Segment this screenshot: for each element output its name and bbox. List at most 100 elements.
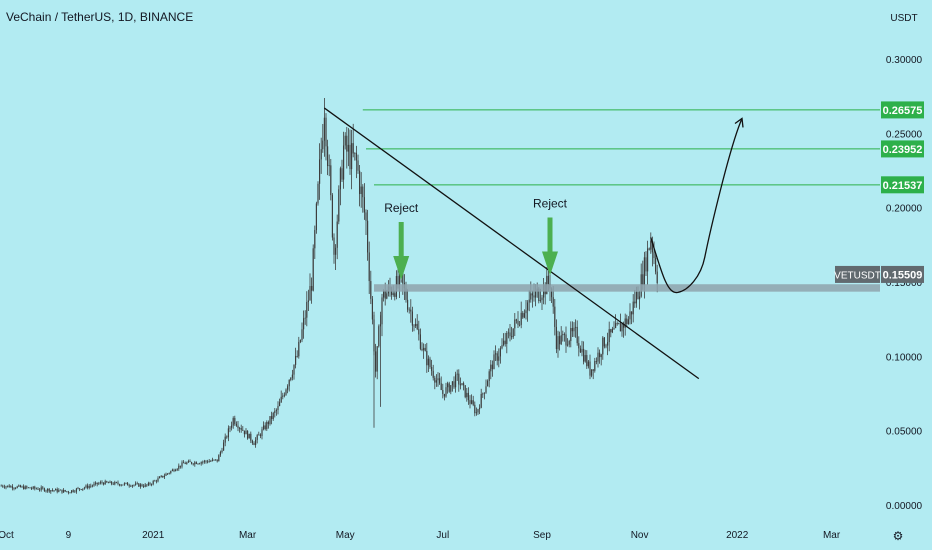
candle-body: [306, 301, 308, 318]
candle: [136, 481, 138, 485]
candle-body: [512, 328, 514, 338]
candle: [247, 430, 249, 440]
candle-body: [208, 461, 210, 463]
candle: [45, 489, 47, 493]
candle-body: [650, 240, 652, 250]
candle: [263, 421, 265, 431]
candle-body: [186, 462, 188, 464]
candle-body: [602, 337, 604, 355]
candle: [607, 332, 609, 356]
candle-body: [147, 483, 149, 486]
candle-body: [95, 482, 97, 484]
candle-body: [378, 326, 380, 347]
candle: [250, 431, 252, 444]
candle-body: [338, 189, 340, 222]
candle: [242, 426, 244, 431]
trendline-layer[interactable]: [324, 107, 700, 380]
candle-body: [194, 462, 196, 465]
candle-body: [402, 273, 404, 284]
candle-body: [533, 295, 535, 298]
candle: [453, 376, 455, 389]
candle: [616, 321, 618, 326]
candle: [423, 343, 425, 359]
resistance-price-badge[interactable]: 0.23952: [881, 140, 924, 158]
candle: [650, 232, 652, 254]
candle-body: [293, 364, 295, 375]
candle: [434, 375, 436, 390]
downtrend-line[interactable]: [324, 107, 700, 380]
time-axis[interactable]: Oct 9 2021 Mar May Jul Sep Nov 2022 Mar ⚙: [0, 529, 903, 543]
candle: [456, 369, 458, 381]
candle-body: [285, 389, 287, 395]
candle-body: [632, 301, 634, 315]
support-zone[interactable]: [374, 284, 880, 292]
resistance-price-badge[interactable]: 0.26575: [881, 101, 924, 119]
candle-body: [219, 452, 221, 456]
candle-body: [477, 409, 479, 413]
candle-body: [616, 323, 618, 325]
candle-body: [221, 450, 223, 453]
candle-body: [275, 410, 277, 412]
candle-body: [35, 488, 37, 490]
candle-body: [346, 135, 348, 152]
candle-body: [578, 343, 580, 349]
candle-body: [581, 348, 583, 353]
candle: [203, 459, 205, 464]
candle: [576, 320, 578, 346]
candle: [167, 473, 169, 475]
candle: [253, 441, 255, 446]
price-axis[interactable]: USDT 0.30000 0.25000 0.20000 0.15000 0.10000 0…: [886, 13, 923, 512]
candle: [485, 379, 487, 394]
gear-icon[interactable]: ⚙: [893, 529, 904, 543]
candle-body: [589, 361, 591, 376]
candle: [595, 357, 597, 365]
candle-body: [291, 374, 293, 378]
candle-body: [251, 440, 253, 444]
candle-body: [43, 488, 45, 492]
candle: [371, 295, 373, 325]
candle: [55, 488, 57, 491]
candle-body: [5, 486, 7, 488]
resistance-price-badge[interactable]: 0.21537: [881, 176, 924, 194]
candle-body: [141, 484, 143, 487]
candle: [48, 488, 50, 493]
current-price-badge[interactable]: VETUSDT 0.15509: [834, 265, 924, 283]
candle: [272, 411, 274, 421]
candle-body: [159, 476, 161, 479]
candle: [115, 481, 117, 484]
candle: [587, 359, 589, 369]
support-zone-layer: [374, 284, 880, 292]
candle: [109, 480, 111, 484]
candle-body: [469, 400, 471, 404]
candle-body: [583, 348, 585, 362]
candle: [496, 351, 498, 366]
candle-body: [280, 396, 282, 403]
candle: [407, 289, 409, 313]
projection-curve[interactable]: [650, 118, 743, 294]
candle-body: [309, 286, 311, 301]
candle: [5, 485, 7, 490]
projection-layer[interactable]: [650, 117, 744, 294]
candle-body: [419, 334, 421, 349]
candle: [18, 484, 20, 487]
candle-body: [416, 323, 418, 330]
candle: [463, 381, 465, 391]
candle: [583, 341, 585, 365]
candle: [311, 277, 313, 304]
candle-body: [162, 475, 164, 478]
candle-body: [359, 170, 361, 195]
candle-body: [106, 481, 108, 483]
candle-body: [637, 291, 639, 300]
candle: [647, 240, 649, 285]
candle-body: [283, 394, 285, 396]
candle-body: [207, 461, 209, 463]
candle-body: [290, 377, 292, 380]
candle-body: [435, 380, 437, 383]
candle-body: [315, 203, 317, 231]
candle-body: [530, 293, 532, 300]
candle-body: [277, 406, 279, 411]
candle-body: [133, 484, 135, 486]
candle-body: [320, 149, 322, 160]
candle-body: [325, 117, 327, 147]
